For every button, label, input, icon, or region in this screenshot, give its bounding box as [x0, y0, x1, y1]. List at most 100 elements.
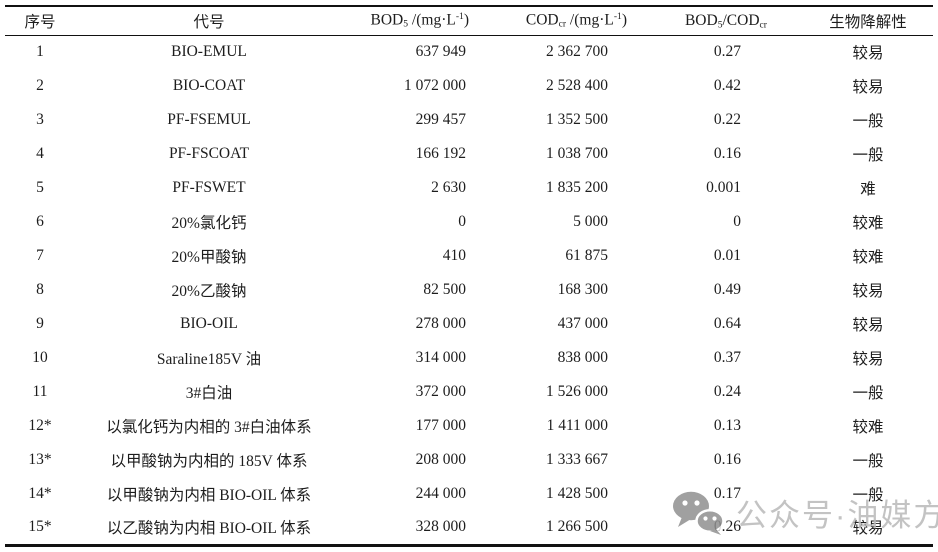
- cell-no: 10: [32, 349, 48, 366]
- cell-biodeg: 难: [860, 181, 876, 198]
- cell-code: Saraline185V 油: [156, 351, 262, 368]
- cell-ratio: 0.37: [713, 349, 741, 366]
- table-row: 4 PF-FSCOAT 166 192 1 038 700 0.16 一般: [5, 137, 933, 171]
- column-header-biodeg: 生物降解性: [829, 13, 907, 31]
- cell-no: 2: [36, 77, 44, 94]
- cell-biodeg: 较易: [852, 45, 884, 63]
- cell-code: 以甲酸钠为内相的 185V 体系: [110, 453, 308, 470]
- table-row: 9 BIO-OIL 278 000 437 000 0.64 较易: [5, 307, 933, 341]
- cell-no: 13*: [28, 451, 52, 468]
- table-row: 5 PF-FSWET 2 630 1 835 200 0.001 难: [5, 171, 933, 205]
- cell-no: 7: [36, 247, 44, 264]
- cell-code: 以乙酸钠为内相 BIO-OIL 体系: [106, 520, 312, 538]
- cell-cod: 168 300: [557, 281, 608, 298]
- cell-biodeg: 较易: [852, 79, 884, 96]
- table-row: 8 20%乙酸钠 82 500 168 300 0.49 较易: [5, 273, 933, 307]
- cell-bod: 244 000: [415, 485, 466, 502]
- column-header-no: 序号: [24, 13, 56, 31]
- cell-biodeg: 一般: [852, 113, 884, 130]
- cell-ratio: 0.64: [713, 315, 741, 332]
- cell-code: 20%乙酸钠: [171, 283, 247, 300]
- cell-biodeg: 较易: [852, 317, 884, 334]
- table-row: 1 BIO-EMUL 637 949 2 362 700 0.27 较易: [5, 35, 933, 69]
- cell-ratio: 0.24: [713, 383, 741, 400]
- table-row: 12* 以氯化钙为内相的 3#白油体系 177 000 1 411 000 0.13 较难: [5, 409, 933, 443]
- cell-biodeg: 较易: [852, 520, 884, 538]
- cell-ratio: 0.17: [713, 485, 741, 502]
- table-row: 15* 以乙酸钠为内相 BIO-OIL 体系 328 000 1 266 500 0.2…: [5, 511, 933, 545]
- column-header-code: 代号: [193, 13, 225, 31]
- cell-bod: 278 000: [415, 315, 466, 332]
- cell-biodeg: 一般: [852, 453, 884, 470]
- cell-bod: 372 000: [415, 383, 466, 400]
- cell-no: 1: [36, 43, 44, 61]
- cell-cod: 1 266 500: [546, 518, 608, 536]
- cell-biodeg: 较难: [852, 215, 884, 232]
- cell-code: 20%甲酸钠: [171, 249, 247, 266]
- data-table-container: 序号 代号 BOD5 /(mg·L-1) CODcr /(mg·L-1) BOD5/CO…: [5, 5, 933, 547]
- cell-ratio: 0.13: [713, 417, 741, 434]
- cell-cod: 61 875: [565, 247, 608, 264]
- cell-ratio: 0.49: [713, 281, 741, 298]
- table-row: 2 BIO-COAT 1 072 000 2 528 400 0.42 较易: [5, 69, 933, 103]
- biodegradability-table: 序号 代号 BOD5 /(mg·L-1) CODcr /(mg·L-1) BOD5/CO…: [5, 5, 933, 547]
- cell-cod: 1 333 667: [546, 451, 608, 468]
- cell-biodeg: 较难: [852, 419, 884, 436]
- cell-code: 20%氯化钙: [171, 215, 247, 232]
- cell-code: 以氯化钙为内相的 3#白油体系: [106, 419, 312, 436]
- cell-code: 以甲酸钠为内相 BIO-OIL 体系: [106, 487, 312, 504]
- table-row: 7 20%甲酸钠 410 61 875 0.01 较难: [5, 239, 933, 273]
- cell-biodeg: 一般: [852, 487, 884, 504]
- table-row: 10 Saraline185V 油 314 000 838 000 0.37 较易: [5, 341, 933, 375]
- cell-ratio: 0.27: [713, 43, 741, 61]
- cell-no: 15*: [28, 518, 52, 536]
- cell-cod: 2 362 700: [546, 43, 608, 61]
- cell-ratio: 0.22: [713, 111, 741, 128]
- cell-ratio: 0.16: [713, 145, 741, 162]
- cell-bod: 166 192: [415, 145, 466, 162]
- cell-cod: 1 352 500: [546, 111, 608, 128]
- cell-no: 11: [32, 383, 48, 400]
- cell-bod: 314 000: [415, 349, 466, 366]
- cell-cod: 437 000: [557, 315, 608, 332]
- cell-bod: 82 500: [423, 281, 466, 298]
- cell-bod: 1 072 000: [404, 77, 466, 94]
- cell-bod: 637 949: [415, 43, 466, 61]
- column-header-ratio: BOD5/CODcr: [684, 11, 767, 30]
- cell-biodeg: 较易: [852, 351, 884, 368]
- cell-bod: 299 457: [415, 111, 466, 128]
- cell-biodeg: 较难: [852, 249, 884, 266]
- cell-cod: 1 526 000: [546, 383, 608, 400]
- cell-cod: 838 000: [557, 349, 608, 366]
- cell-cod: 1 428 500: [546, 485, 608, 502]
- column-header-bod: BOD5 /(mg·L-1): [370, 11, 469, 31]
- cell-bod: 410: [442, 247, 466, 264]
- column-header-cod: CODcr /(mg·L-1): [525, 11, 627, 31]
- cell-code: 3#白油: [185, 385, 233, 402]
- cell-no: 12*: [28, 417, 52, 434]
- cell-bod: 328 000: [415, 518, 466, 536]
- cell-bod: 177 000: [415, 417, 466, 434]
- cell-no: 3: [36, 111, 44, 128]
- cell-code: PF-FSEMUL: [167, 111, 251, 128]
- cell-no: 9: [36, 315, 44, 332]
- cell-biodeg: 一般: [852, 147, 884, 164]
- cell-code: PF-FSCOAT: [168, 145, 250, 162]
- cell-cod: 1 411 000: [546, 417, 608, 434]
- cell-bod: 208 000: [415, 451, 466, 468]
- table-row: 11 3#白油 372 000 1 526 000 0.24 一般: [5, 375, 933, 409]
- cell-bod: 2 630: [431, 179, 466, 196]
- cell-ratio: 0.42: [713, 77, 741, 94]
- cell-no: 14*: [28, 485, 52, 502]
- cell-ratio: 0.16: [713, 451, 741, 468]
- table-row: 3 PF-FSEMUL 299 457 1 352 500 0.22 一般: [5, 103, 933, 137]
- cell-code: PF-FSWET: [172, 179, 246, 196]
- cell-no: 4: [36, 145, 44, 162]
- cell-ratio: 0.26: [713, 518, 741, 536]
- table-row: 14* 以甲酸钠为内相 BIO-OIL 体系 244 000 1 428 500 0.1…: [5, 477, 933, 511]
- cell-ratio: 0.001: [706, 179, 741, 196]
- cell-ratio: 0: [733, 213, 741, 230]
- cell-cod: 5 000: [573, 213, 608, 230]
- cell-code: BIO-COAT: [172, 77, 246, 94]
- cell-no: 8: [36, 281, 44, 298]
